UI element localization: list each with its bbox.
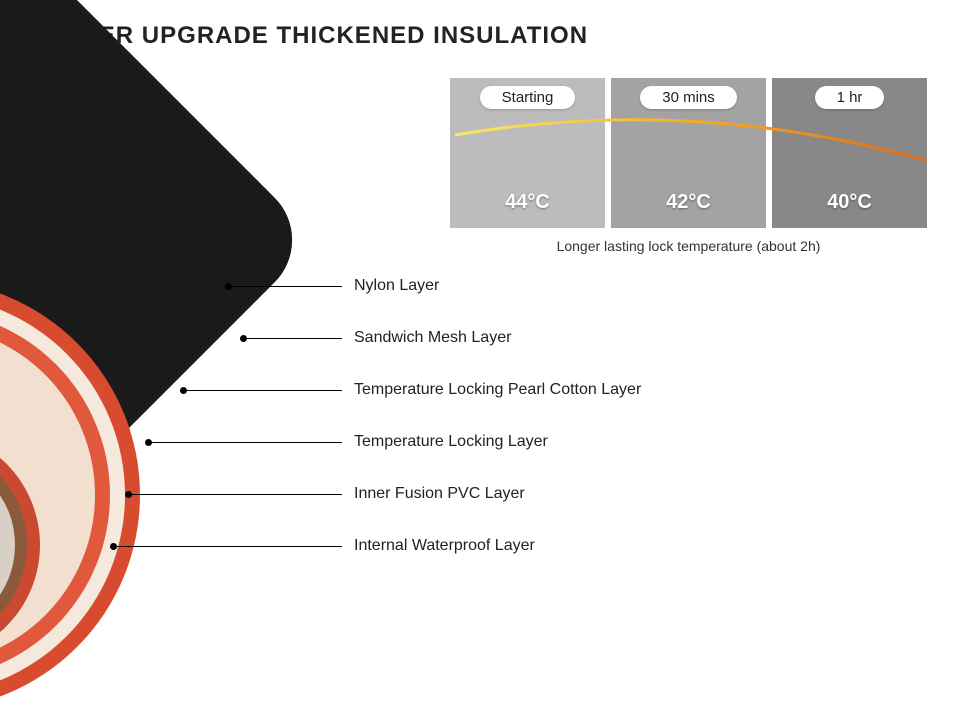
layer-row: Internal Waterproof Layer [110, 535, 641, 557]
temp-label: 30 mins [640, 86, 737, 109]
layer-row: Temperature Locking Layer [145, 431, 641, 453]
leader-dot [145, 439, 152, 446]
page-title: LAYER UPGRADE THICKENED INSULATION [50, 22, 588, 50]
temperature-panel: Starting 44°C 30 mins 42°C 1 hr 40°C [450, 78, 927, 228]
temp-value: 42°C [666, 191, 711, 214]
layer-labels: Nylon Layer Sandwich Mesh Layer Temperat… [335, 275, 641, 587]
layer-row: Nylon Layer [225, 275, 641, 297]
layer-row: Sandwich Mesh Layer [240, 327, 641, 349]
leader-dot [110, 543, 117, 550]
temp-box-starting: Starting 44°C [450, 78, 605, 228]
temp-box-30min: 30 mins 42°C [611, 78, 766, 228]
temperature-caption: Longer lasting lock temperature (about 2… [450, 238, 927, 254]
leader-line [187, 390, 342, 391]
leader-line [117, 546, 342, 547]
layer-row: Temperature Locking Pearl Cotton Layer [180, 379, 641, 401]
layer-label: Internal Waterproof Layer [354, 537, 535, 555]
leader-line [152, 442, 342, 443]
layer-label: Nylon Layer [354, 277, 439, 295]
leader-line [247, 338, 342, 339]
layer-label: Sandwich Mesh Layer [354, 329, 511, 347]
leader-dot [125, 491, 132, 498]
layer-label: Inner Fusion PVC Layer [354, 485, 525, 503]
layer-row: Inner Fusion PVC Layer [125, 483, 641, 505]
temp-label: Starting [480, 86, 576, 109]
leader-dot [180, 387, 187, 394]
temp-value: 44°C [505, 191, 550, 214]
temp-label: 1 hr [815, 86, 885, 109]
temp-value: 40°C [827, 191, 872, 214]
layer-label: Temperature Locking Layer [354, 433, 548, 451]
leader-line [232, 286, 342, 287]
leader-dot [240, 335, 247, 342]
layer-label: Temperature Locking Pearl Cotton Layer [354, 381, 641, 399]
temp-box-1hr: 1 hr 40°C [772, 78, 927, 228]
leader-dot [225, 283, 232, 290]
leader-line [132, 494, 342, 495]
